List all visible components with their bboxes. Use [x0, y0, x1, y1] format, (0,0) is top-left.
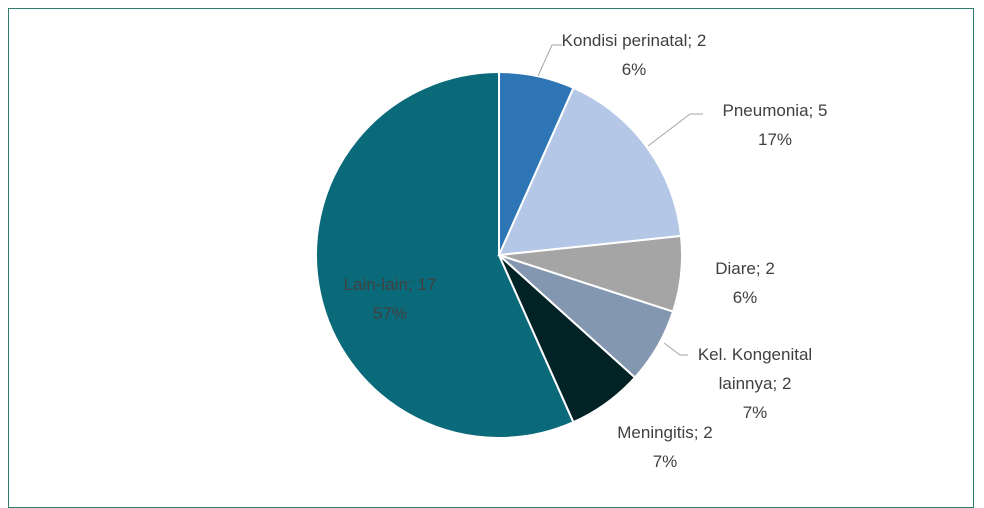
label-separator: ;	[693, 423, 699, 442]
label-separator: ;	[808, 101, 814, 120]
label-separator: ;	[407, 275, 413, 294]
label-category: Kel. Kongenital lainnya	[697, 345, 813, 393]
label-value: 2	[703, 423, 713, 442]
pie-slice	[315, 70, 575, 439]
label-category: Diare	[715, 259, 756, 278]
chart	[315, 44, 703, 439]
data-label: Diare; 2 6%	[700, 254, 790, 312]
label-percent: 7%	[652, 452, 678, 471]
leader-line	[647, 113, 703, 147]
label-percent: 17%	[757, 130, 793, 149]
label-percent: 7%	[742, 403, 768, 422]
label-category: Lain-lain	[343, 275, 408, 294]
label-value: 2	[781, 374, 792, 393]
label-value: 5	[818, 101, 828, 120]
leader-line	[537, 44, 562, 77]
label-category: Meningitis	[617, 423, 694, 442]
data-label: Lain-lain; 17 57%	[310, 270, 470, 328]
data-label: Kondisi perinatal; 2 6%	[560, 26, 708, 84]
data-label: Meningitis; 2 7%	[600, 418, 730, 476]
leader-lines	[537, 44, 703, 356]
label-separator: ;	[772, 374, 778, 393]
pie-slice	[497, 86, 683, 257]
label-category: Kondisi perinatal	[561, 31, 688, 50]
leader-line	[663, 342, 688, 356]
pie-slice	[498, 70, 575, 256]
label-category: Pneumonia	[722, 101, 809, 120]
label-value: 2	[765, 259, 775, 278]
label-value: 2	[696, 31, 707, 50]
data-label: Kel. Kongenital lainnya; 2 7%	[680, 340, 830, 427]
label-separator: ;	[755, 259, 761, 278]
label-value: 17	[417, 275, 437, 294]
label-percent: 6%	[621, 60, 647, 79]
label-percent: 6%	[732, 288, 758, 307]
label-percent: 57%	[372, 304, 408, 323]
data-label: Pneumonia; 5 17%	[690, 96, 860, 154]
label-separator: ;	[687, 31, 693, 50]
